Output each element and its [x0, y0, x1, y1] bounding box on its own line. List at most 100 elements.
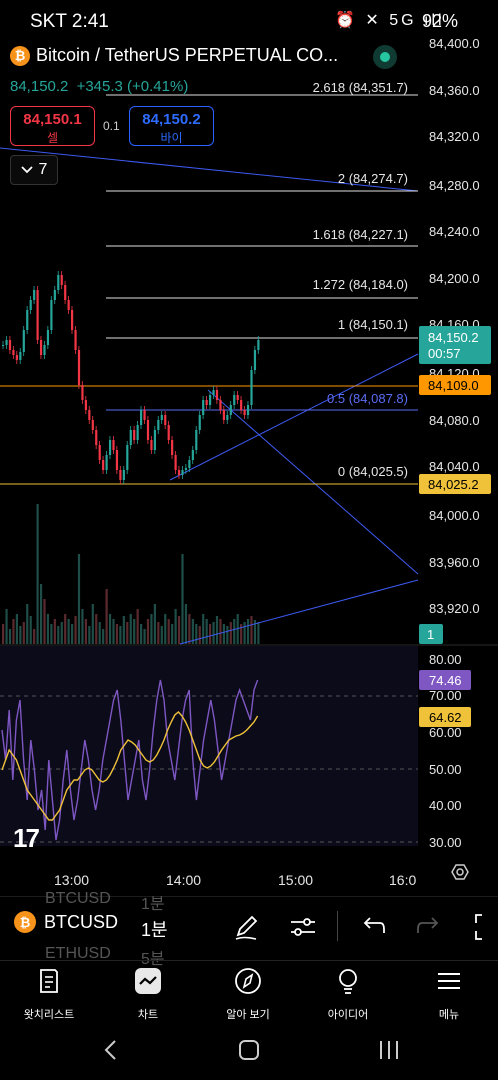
volume-bar: [15, 614, 18, 644]
rsi-axis[interactable]: 80.00 70.00 60.00 50.00 40.00 30.00 74.4…: [419, 652, 471, 850]
volume-bar: [71, 624, 74, 644]
trend-line-volume[interactable]: [179, 579, 419, 645]
indicators-collapse-button[interactable]: 7: [10, 155, 58, 185]
compass-icon: [235, 968, 261, 994]
svg-text:84,200.0: 84,200.0: [429, 271, 480, 286]
volume-bar: [22, 622, 25, 644]
interval-selector[interactable]: 1분: [141, 920, 168, 940]
candle-body: [5, 340, 8, 345]
bottom-navigation: 왓치리스트 차트 알아 보기 아이디어 메뉴: [0, 960, 498, 1022]
candle-body: [46, 330, 50, 345]
fib-retracement[interactable]: 2.618 (84,351.7) 2 (84,274.7) 1.618 (84,…: [106, 80, 418, 485]
toolbar-divider: [337, 911, 338, 941]
fib-label-1272: 1.272 (84,184.0): [313, 277, 408, 292]
fib-label-0: 0 (84,025.5): [338, 464, 408, 479]
candle-body: [33, 290, 36, 300]
volume-bar: [115, 624, 119, 644]
volume-bar: [5, 609, 8, 644]
volume-bar: [57, 626, 60, 644]
volume-bar: [171, 624, 174, 644]
volume-bar: [205, 619, 208, 644]
chart-toolbar: BTCUSD 1분 ETHUSD 5분 ₿ BTCUSD 1분: [0, 890, 498, 968]
price-axis[interactable]: 84,400.0 84,360.0 84,320.0 84,280.0 84,2…: [419, 36, 491, 644]
symbol-picker-next: ETHUSD: [45, 945, 111, 962]
trend-line-top[interactable]: [0, 147, 419, 192]
candle-body: [119, 470, 122, 480]
system-navigation: [104, 1040, 398, 1060]
symbol-header[interactable]: ₿ Bitcoin / TetherUS PERPETUAL CO...: [10, 45, 338, 66]
svg-text:16:0: 16:0: [389, 872, 416, 888]
candle-body: [112, 440, 115, 450]
indicators-settings-icon[interactable]: [287, 911, 319, 943]
nav-menu[interactable]: 메뉴: [404, 967, 494, 1022]
sell-price: 84,150.1: [23, 111, 82, 128]
candle-body: [67, 300, 70, 310]
buy-price: 84,150.2: [142, 111, 201, 128]
fib-label-2618: 2.618 (84,351.7): [313, 80, 408, 95]
candle-body: [88, 410, 91, 420]
nav-explore[interactable]: 알아 보기: [203, 967, 293, 1022]
volume-bar: [219, 619, 222, 644]
nav-watchlist[interactable]: 왓치리스트: [4, 967, 94, 1022]
buy-label: 바이: [160, 131, 183, 145]
price-chart[interactable]: 2.618 (84,351.7) 2 (84,274.7) 1.618 (84,…: [0, 32, 498, 890]
sell-label: 셀: [46, 131, 59, 145]
svg-text:84,025.2: 84,025.2: [428, 477, 479, 492]
bitcoin-logo-icon: ₿: [10, 45, 30, 66]
svg-text:84,400.0: 84,400.0: [429, 36, 480, 51]
fullscreen-icon[interactable]: [472, 911, 498, 943]
volume-bar: [95, 614, 98, 644]
candle-body: [167, 425, 170, 440]
volume-bar: [191, 619, 194, 644]
volume-bar: [102, 629, 105, 644]
recents-icon[interactable]: [380, 1041, 398, 1059]
status-time: SKT 2:41: [30, 11, 109, 32]
candle-body: [84, 400, 87, 410]
volume-bar: [33, 629, 36, 644]
market-open-icon[interactable]: [373, 45, 397, 69]
volume-bar: [157, 622, 160, 644]
trend-line-down[interactable]: [207, 389, 419, 575]
drawing-pencil-icon[interactable]: [230, 911, 262, 943]
chart-settings-icon[interactable]: [451, 864, 469, 880]
sell-button[interactable]: 84,150.1 셀: [10, 106, 95, 146]
volume-bar: [119, 626, 122, 644]
undo-icon[interactable]: [356, 911, 388, 943]
candle-body: [95, 430, 98, 445]
candle-body: [219, 400, 222, 410]
rsi-pane: [0, 646, 418, 846]
volume-bar: [250, 616, 253, 644]
volume-bar: [233, 619, 236, 644]
symbol-selector[interactable]: ₿ BTCUSD: [14, 911, 118, 933]
candle-body: [157, 420, 160, 430]
volume-bar: [164, 614, 167, 644]
interval-picker-prev: 1분: [141, 896, 165, 913]
volume-bar: [108, 614, 112, 644]
volume-bar: [246, 619, 250, 644]
candle-body: [29, 300, 32, 310]
candle-body: [171, 440, 174, 455]
candle-body: [202, 400, 205, 415]
nav-chart[interactable]: 차트: [103, 967, 193, 1022]
trend-line-support[interactable]: [169, 353, 419, 481]
candle-body: [174, 455, 177, 470]
volume-bar: [198, 626, 201, 644]
svg-text:84,320.0: 84,320.0: [429, 129, 480, 144]
volume-bar: [143, 629, 146, 644]
volume-bar: [98, 622, 101, 644]
nav-ideas[interactable]: 아이디어: [303, 967, 393, 1022]
back-icon[interactable]: [104, 1040, 116, 1060]
home-icon[interactable]: [239, 1040, 259, 1060]
volume-bar: [84, 619, 87, 644]
volume-bar: [195, 624, 198, 644]
volume-bar: [167, 619, 170, 644]
buy-button[interactable]: 84,150.2 바이: [129, 106, 214, 146]
redo-icon[interactable]: [414, 911, 446, 943]
fib-label-2: 2 (84,274.7): [338, 171, 408, 186]
candle-body: [91, 420, 94, 430]
time-axis[interactable]: 13:00 14:00 15:00 16:0: [54, 872, 416, 888]
interval-picker-next: 5분: [141, 951, 165, 968]
svg-text:84,040.0: 84,040.0: [429, 459, 480, 474]
chevron-down-icon: [20, 166, 33, 174]
candle-body: [50, 300, 53, 330]
